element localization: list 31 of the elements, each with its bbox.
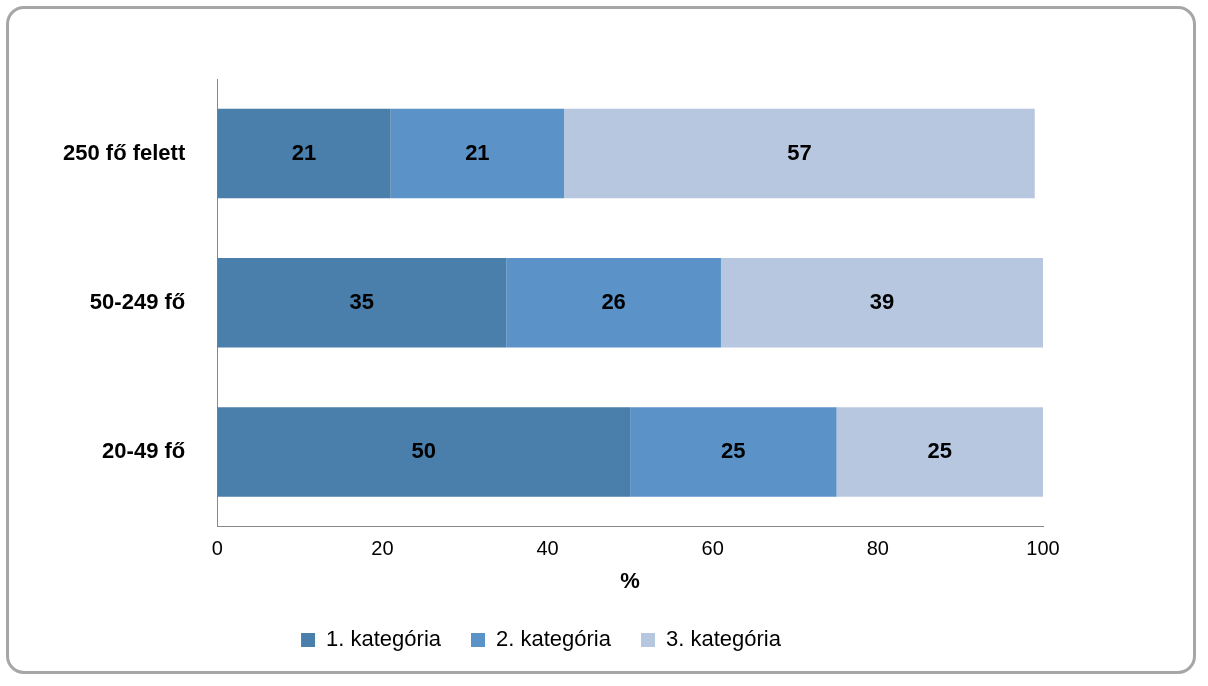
y-tick-label: 250 fő felett [62,139,186,165]
data-label: 26 [601,288,626,314]
x-tick-label: 60 [701,537,724,560]
x-tick-label: 80 [866,537,889,560]
x-tick-label: 0 [211,537,223,560]
legend-label: 1. kategória [326,626,442,652]
bar [836,407,1043,497]
bar [217,108,391,199]
data-label: 21 [465,139,490,165]
data-label: 21 [291,139,317,165]
y-tick-label: 50-249 fő [89,288,186,314]
bar [217,258,507,348]
bar [217,407,631,497]
x-tick-label: 100 [1026,537,1060,560]
legend-label: 2. kategória [496,626,612,652]
x-tick-label: 20 [371,537,394,560]
y-tick-label: 20-49 fő [102,438,186,464]
x-axis-title: % [620,567,640,593]
data-label: 57 [787,139,812,165]
bar [720,258,1043,348]
legend-label: 3. kategória [665,626,782,652]
x-tick-label: 40 [536,537,559,560]
data-label: 39 [869,288,895,314]
bar [506,258,721,348]
data-label: 35 [349,288,374,314]
bar [390,108,565,199]
data-label: 50 [411,438,436,464]
data-label: 25 [927,438,953,464]
data-label: 25 [721,438,746,464]
bar [630,407,837,497]
bar [564,108,1035,199]
